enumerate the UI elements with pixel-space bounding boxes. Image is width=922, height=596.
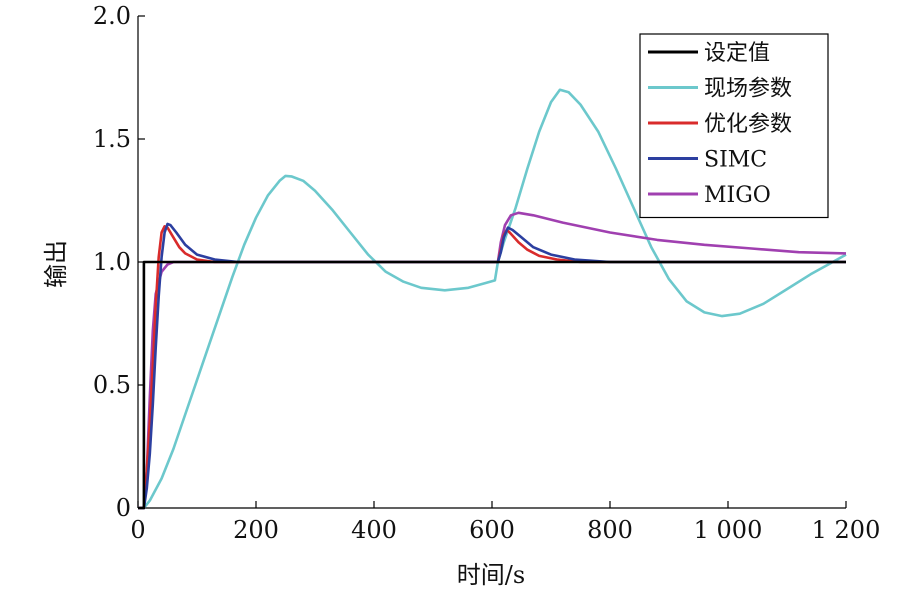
x-tick-label: 0 xyxy=(130,516,145,544)
legend-label: 现场参数 xyxy=(704,77,792,102)
y-tick-label: 0.5 xyxy=(93,371,131,399)
y-tick-label: 1.5 xyxy=(93,125,131,153)
x-tick-label: 600 xyxy=(469,516,515,544)
y-tick-label: 0 xyxy=(116,494,131,522)
legend-label: 设定值 xyxy=(704,41,770,66)
y-axis-title: 输出 xyxy=(42,240,70,288)
y-tick-label: 2.0 xyxy=(93,2,131,30)
series-line-1 xyxy=(138,260,846,510)
legend-label: SIMC xyxy=(704,148,767,173)
x-tick-label: 1 200 xyxy=(812,516,881,544)
x-tick-label: 200 xyxy=(233,516,279,544)
series-line-5 xyxy=(138,211,847,510)
series-line-4 xyxy=(138,222,846,510)
series-line-2 xyxy=(138,88,847,510)
x-tick-label: 400 xyxy=(351,516,397,544)
x-axis-title: 时间/s xyxy=(457,561,525,589)
y-tick-label: 1.0 xyxy=(93,248,131,276)
x-tick-label: 1 000 xyxy=(694,516,763,544)
x-tick-label: 800 xyxy=(587,516,633,544)
series-line-3 xyxy=(138,225,846,510)
legend-box xyxy=(639,33,829,219)
axes: 0 200 400 600 800 1 000 1 200 0 0.5 1.0 1.5 2.0 xyxy=(93,2,881,544)
series-layer xyxy=(138,88,847,510)
legend-label: MIGO xyxy=(704,183,771,208)
legend-label: 优化参数 xyxy=(704,112,792,137)
